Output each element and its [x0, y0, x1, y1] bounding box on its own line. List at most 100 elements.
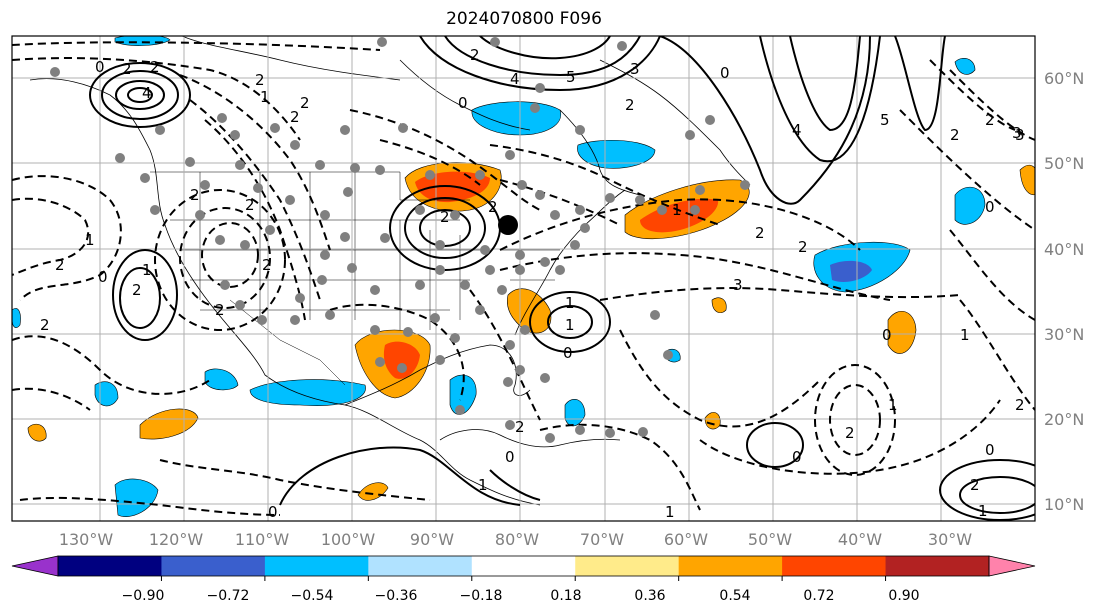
contour-label: 1 — [478, 476, 488, 494]
lat-label: 20°N — [1044, 410, 1084, 429]
station-markers — [50, 37, 750, 443]
colorbar — [11, 555, 1036, 581]
lon-label: 130°W — [59, 530, 114, 549]
colorbar-segment — [575, 556, 680, 576]
longitude-labels: 130°W 120°W 110°W 100°W 90°W 80°W 70°W 6… — [59, 530, 972, 549]
colorbar-tick-label: −0.72 — [207, 588, 250, 604]
negative-anomaly-greenland — [954, 57, 976, 75]
contour-label: 3 — [630, 60, 640, 78]
contour-label: 0 — [985, 441, 995, 459]
positive-anomaly-small-3 — [711, 297, 727, 313]
contour-label: 1 — [260, 88, 270, 106]
contour-label: 0 — [95, 58, 105, 76]
lon-label: 40°W — [838, 530, 882, 549]
dashed-contours — [12, 41, 1035, 516]
contour-label: 1 — [665, 503, 675, 521]
negative-anomaly-south-pacific — [114, 478, 159, 517]
contour-label: 1 — [565, 316, 575, 334]
strong-anomaly-texas — [383, 341, 420, 379]
contour-label: 2 — [440, 208, 450, 226]
colorbar-extend-high — [988, 555, 1036, 577]
colorbar-tick-labels: −0.90 −0.72 −0.54 −0.36 −0.18 0.18 0.36 … — [122, 588, 920, 604]
highlight-station-marker — [498, 215, 518, 235]
contour-label: 0 — [985, 198, 995, 216]
contour-label: 2 — [798, 238, 808, 256]
contour-label: 1 — [978, 502, 988, 520]
contour-label: 4 — [510, 70, 520, 88]
contour-label: 2 — [255, 71, 265, 89]
contour-label: 0 — [720, 64, 730, 82]
contour-label: 0 — [458, 94, 468, 112]
contour-label: 5 — [880, 111, 890, 129]
contour-label: 0 — [792, 448, 802, 466]
contour-label: 5 — [566, 68, 576, 86]
contour-label: 2 — [488, 198, 498, 216]
contour-label: 0 — [98, 268, 108, 286]
contour-label: 2 — [190, 186, 200, 204]
positive-anomaly-caribbean — [357, 482, 389, 501]
colorbar-tick-label: 0.36 — [634, 588, 665, 604]
lat-label: 50°N — [1044, 154, 1084, 173]
contour-label: 1 — [672, 201, 682, 219]
lon-label: 60°W — [664, 530, 708, 549]
contour-label: 1 — [85, 231, 95, 249]
colorbar-segment — [58, 556, 162, 576]
contour-label: 2 — [150, 58, 160, 76]
contour-label: 2 — [950, 126, 960, 144]
contour-label: 3 — [1015, 126, 1025, 144]
colorbar-tick-label: 0.54 — [719, 588, 750, 604]
lon-label: 80°W — [495, 530, 539, 549]
contour-label: 4 — [792, 121, 802, 139]
contour-label: 2 — [470, 46, 480, 64]
contour-label: 1 — [888, 396, 898, 414]
contour-label: 0 — [563, 344, 573, 362]
lat-label: 10°N — [1044, 495, 1084, 514]
contour-label: 3 — [1012, 124, 1022, 142]
contour-label: 2 — [132, 281, 142, 299]
contour-label: 2 — [40, 316, 50, 334]
colorbar-segment — [368, 556, 473, 576]
contour-label: 0 — [505, 448, 515, 466]
lon-label: 90°W — [410, 530, 454, 549]
lon-label: 100°W — [321, 530, 376, 549]
colorbar-segment — [264, 556, 369, 576]
colorbar-segment — [678, 556, 783, 576]
map-title: 2024070800 F096 — [446, 9, 602, 29]
contour-label: 2 — [262, 256, 272, 274]
map-frame — [11, 35, 1036, 522]
contour-label: 2 — [970, 476, 980, 494]
contour-label: 1 — [142, 261, 152, 279]
colorbar-tick-label: 0.18 — [550, 588, 581, 604]
colorbar-tick-label: 0.72 — [803, 588, 834, 604]
negative-anomaly-mexico — [249, 379, 366, 406]
contour-label: 2 — [755, 224, 765, 242]
negative-anomaly-east-atlantic — [954, 186, 986, 225]
positive-anomaly-east-atlantic — [887, 311, 917, 354]
positive-anomaly-far-east — [1019, 165, 1035, 195]
lon-label: 50°W — [748, 530, 792, 549]
colorbar-tick-label: −0.18 — [460, 588, 503, 604]
colorbar-segment — [471, 556, 576, 576]
colorbar-extend-low — [11, 555, 59, 577]
contour-label: 2 — [845, 424, 855, 442]
positive-anomaly-southeast — [507, 288, 552, 334]
positive-anomaly-small-1 — [704, 412, 721, 430]
contour-label: 1 — [565, 294, 575, 312]
lon-label: 120°W — [149, 530, 204, 549]
contour-label: 3 — [733, 276, 743, 294]
map-layers: 0 2 2 4 2 2 0 2 4 5 3 2 0 2 2 2 2 4 5 3 … — [12, 36, 1035, 521]
colorbar-tick-label: 0.90 — [888, 588, 919, 604]
lat-label: 30°N — [1044, 325, 1084, 344]
contour-label: 2 — [245, 196, 255, 214]
lat-label: 60°N — [1044, 69, 1084, 88]
negative-anomaly-pacific-2 — [204, 368, 239, 391]
strong-negative-anomaly-north-atlantic — [830, 260, 872, 282]
contour-label: 2 — [122, 60, 132, 78]
contour-label: 2 — [215, 301, 225, 319]
contour-labels: 0 2 2 4 2 2 0 2 4 5 3 2 0 2 2 2 2 4 5 3 … — [40, 46, 1025, 521]
colorbar-frame — [57, 555, 990, 577]
contour-label: 2 — [1015, 396, 1025, 414]
contour-label: 2 — [625, 96, 635, 114]
colorbar-tick-label: −0.90 — [122, 588, 165, 604]
